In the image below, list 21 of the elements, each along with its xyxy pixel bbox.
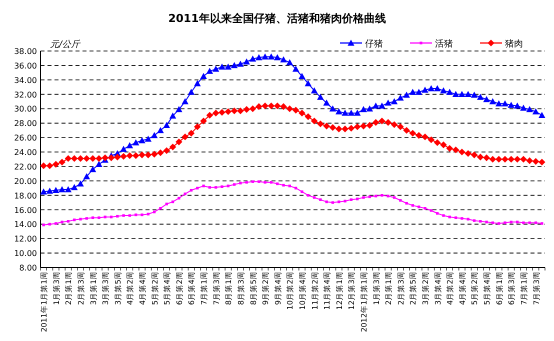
y-tick-label: 18.00 bbox=[14, 191, 37, 200]
y-tick-label: 8.00 bbox=[19, 264, 37, 272]
y-tick-label: 20.00 bbox=[14, 176, 37, 186]
y-tick-label: 10.00 bbox=[14, 249, 37, 258]
y-tick-label: 26.00 bbox=[14, 134, 37, 143]
y-tick-label: 14.00 bbox=[14, 220, 37, 230]
chart-title: 2011年以来全国仔猪、活猪和猪肉价格曲线 bbox=[168, 12, 386, 25]
legend-label: 活猪 bbox=[435, 38, 453, 50]
y-tick-label: 22.00 bbox=[14, 162, 37, 172]
y-tick-label: 30.00 bbox=[14, 104, 37, 114]
y-tick-label: 12.00 bbox=[14, 234, 37, 244]
y-tick-label: 28.00 bbox=[14, 119, 37, 128]
y-tick-label: 32.00 bbox=[14, 90, 37, 100]
y-tick-label: 16.00 bbox=[14, 206, 37, 215]
legend-label: 猪肉 bbox=[505, 38, 523, 50]
y-tick-label: 34.00 bbox=[14, 76, 37, 85]
y-tick-label: 36.00 bbox=[14, 61, 37, 70]
legend-label: 仔猪 bbox=[365, 38, 383, 50]
y-axis-title: 元/公斤 bbox=[50, 39, 82, 50]
y-tick-label: 38.00 bbox=[14, 47, 37, 56]
y-tick-label: 24.00 bbox=[14, 148, 37, 158]
